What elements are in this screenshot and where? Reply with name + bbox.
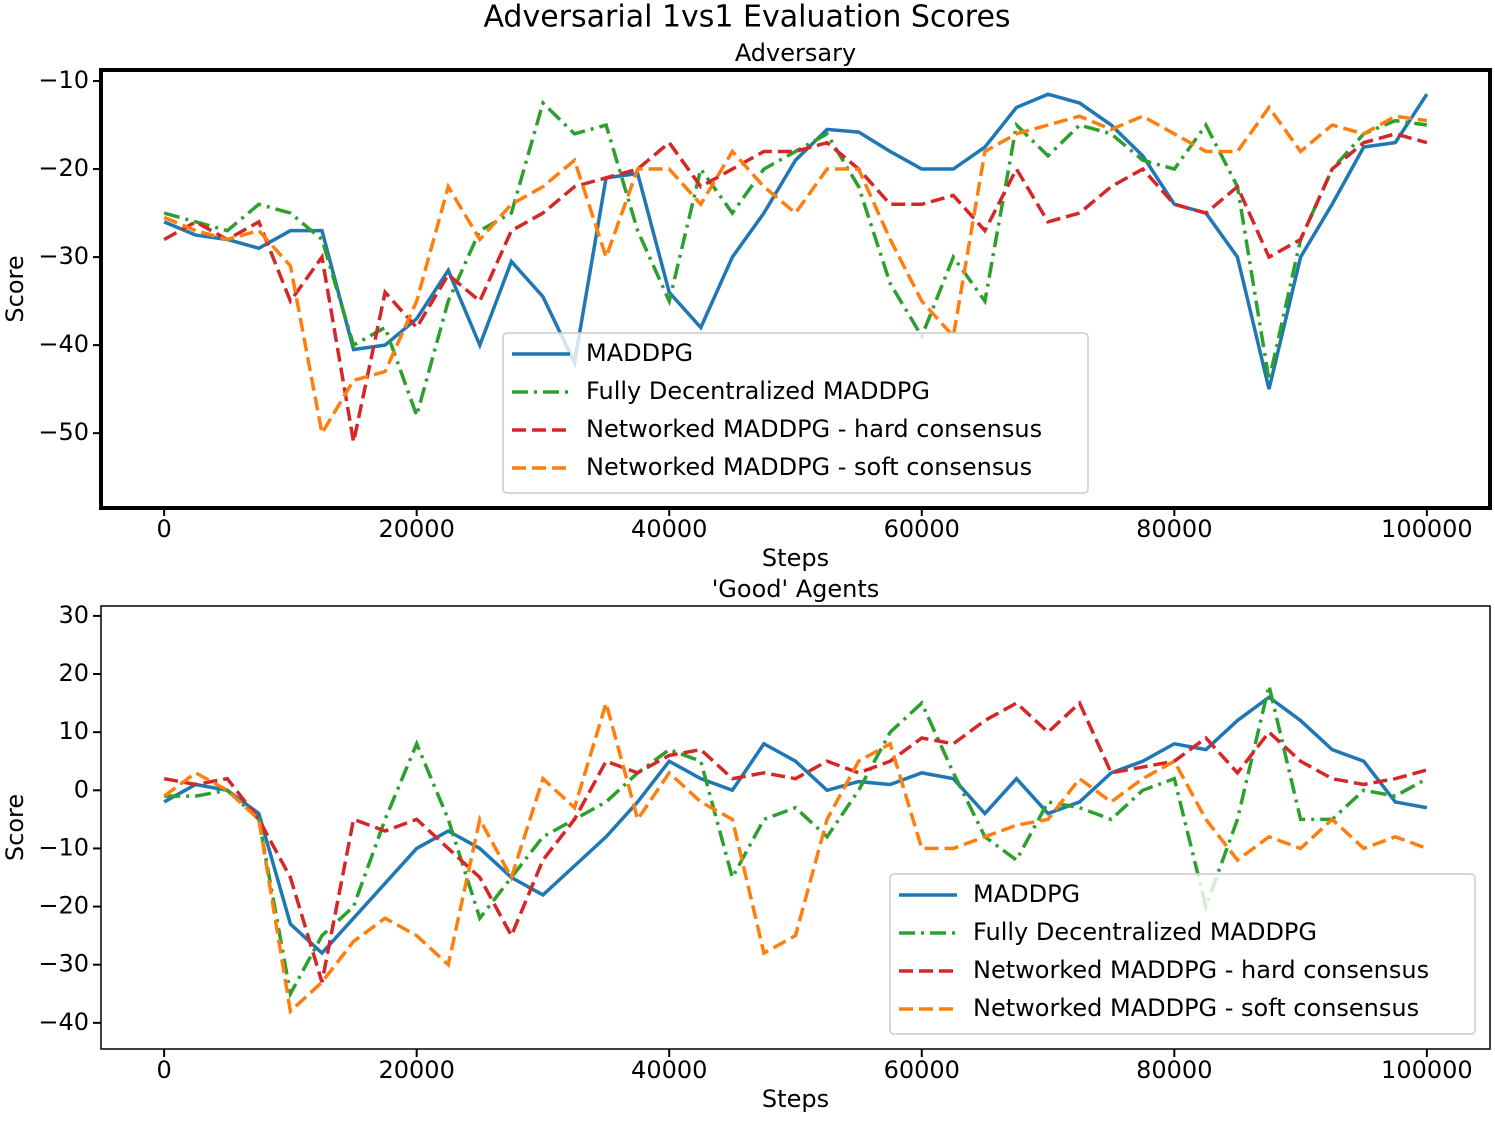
x-tick-label: 40000 (631, 1056, 707, 1084)
x-tick-label: 100000 (1381, 515, 1473, 543)
y-axis-label: Score (1, 794, 29, 861)
y-tick-label: −30 (38, 950, 89, 978)
y-tick-label: −40 (38, 1008, 89, 1036)
legend-label: Networked MADDPG - soft consensus (973, 994, 1419, 1022)
y-tick-label: 30 (58, 601, 89, 629)
y-tick-label: −50 (38, 418, 89, 446)
legend: MADDPG Fully Decentralized MADDPG Networke… (502, 332, 1089, 494)
legend-label: MADDPG (586, 339, 693, 367)
axes-frame (99, 68, 1492, 510)
y-tick-label: −10 (38, 833, 89, 861)
x-tick-label: 20000 (379, 515, 455, 543)
axes-title: 'Good' Agents (712, 575, 880, 603)
x-tick-label: 0 (156, 515, 171, 543)
legend-label: Networked MADDPG - hard consensus (973, 956, 1429, 984)
series-line (163, 695, 1428, 956)
axes: 'Good' Agents Steps Score 0 20000 40000 60000 8… (1, 575, 1491, 1113)
series-line (163, 104, 1428, 439)
y-tick-label: −40 (38, 330, 89, 358)
series-line (163, 132, 1428, 443)
x-tick-label: 60000 (884, 1056, 960, 1084)
legend-label: MADDPG (973, 880, 1080, 908)
series-line (163, 696, 1428, 1015)
y-tick-label: 20 (58, 659, 89, 687)
axes-frame (100, 605, 1491, 1050)
legend-box (502, 332, 1089, 494)
x-tick-label: 20000 (379, 1056, 455, 1084)
x-tick-label: 80000 (1136, 1056, 1212, 1084)
x-tick-label: 100000 (1381, 1056, 1473, 1084)
x-tick-label: 60000 (884, 515, 960, 543)
legend-label: Fully Decentralized MADDPG (586, 377, 930, 405)
legend: MADDPG Fully Decentralized MADDPG Networke… (889, 873, 1476, 1035)
x-tick-label: 0 (156, 1056, 171, 1084)
x-axis-label: Steps (762, 1085, 829, 1113)
y-tick-label: −20 (38, 154, 89, 182)
figure-title: Adversarial 1vs1 Evaluation Scores (483, 0, 1010, 35)
legend-label: Networked MADDPG - hard consensus (586, 415, 1042, 443)
y-tick-label: −10 (38, 66, 89, 94)
y-tick-label: 0 (74, 775, 89, 803)
axes: Adversary Steps Score 0 20000 40000 60000 80000… (1, 39, 1492, 572)
x-tick-label: 40000 (631, 515, 707, 543)
y-tick-label: −20 (38, 892, 89, 920)
x-tick-label: 80000 (1136, 515, 1212, 543)
legend-label: Networked MADDPG - soft consensus (586, 453, 1032, 481)
series-line (163, 99, 1428, 422)
y-axis-label: Score (1, 255, 29, 322)
legend-label: Fully Decentralized MADDPG (973, 918, 1317, 946)
y-tick-label: 10 (58, 717, 89, 745)
series-line (163, 700, 1428, 983)
legend-box (889, 873, 1476, 1035)
x-axis-label: Steps (762, 544, 829, 572)
y-tick-label: −30 (38, 242, 89, 270)
axes-title: Adversary (735, 39, 856, 67)
